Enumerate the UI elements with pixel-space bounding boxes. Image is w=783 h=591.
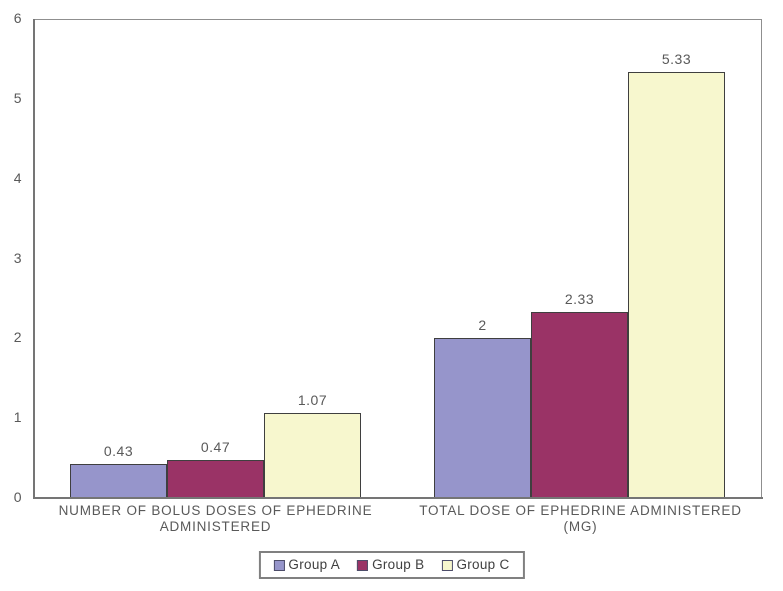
legend-label: Group B [372, 557, 425, 572]
category-label-line: TOTAL DOSE OF EPHEDRINE ADMINISTERED [419, 503, 742, 518]
y-axis-tick-label: 2 [13, 329, 22, 345]
category-label-line: ADMINISTERED [159, 519, 272, 534]
bar-value-label: 0.47 [200, 439, 231, 455]
bar-value-label: 2.33 [564, 291, 595, 307]
y-axis-tick-label: 3 [13, 250, 22, 266]
bar-value-label: 2 [478, 317, 487, 333]
category-label-line: NUMBER OF BOLUS DOSES OF EPHEDRINE [58, 503, 373, 518]
legend-swatch-icon [357, 559, 369, 571]
legend-item-group-b: Group B [357, 557, 424, 573]
bar-value-label: 5.33 [661, 51, 692, 67]
bar-value-label: 0.43 [103, 443, 134, 459]
legend-label: Group C [456, 557, 510, 572]
legend-label: Group A [288, 557, 341, 572]
category-label: NUMBER OF BOLUS DOSES OF EPHEDRINE ADMINI… [33, 503, 398, 535]
legend: Group A Group B Group C [258, 551, 525, 579]
y-axis-line [33, 19, 35, 499]
bar-group-b [167, 460, 264, 498]
x-axis-line [33, 497, 763, 499]
y-axis-tick-label: 4 [13, 170, 22, 186]
bar-group-c [628, 72, 725, 498]
category-label: TOTAL DOSE OF EPHEDRINE ADMINISTERED (MG) [398, 503, 763, 535]
bar-group-b [531, 312, 628, 498]
legend-item-group-c: Group C [441, 557, 509, 573]
legend-swatch-icon [273, 559, 285, 571]
bar-value-label: 1.07 [297, 392, 328, 408]
y-axis-tick-label: 5 [13, 90, 22, 106]
legend-item-group-a: Group A [273, 557, 340, 573]
bar-group-c [264, 413, 361, 498]
y-axis-tick-label: 1 [13, 409, 22, 425]
bar-group-a [70, 464, 167, 498]
y-axis-tick-label: 0 [13, 489, 22, 505]
bar-group-a [434, 338, 531, 498]
y-axis-tick-label: 6 [13, 10, 22, 26]
category-label-line: (MG) [563, 519, 598, 534]
legend-swatch-icon [441, 559, 453, 571]
